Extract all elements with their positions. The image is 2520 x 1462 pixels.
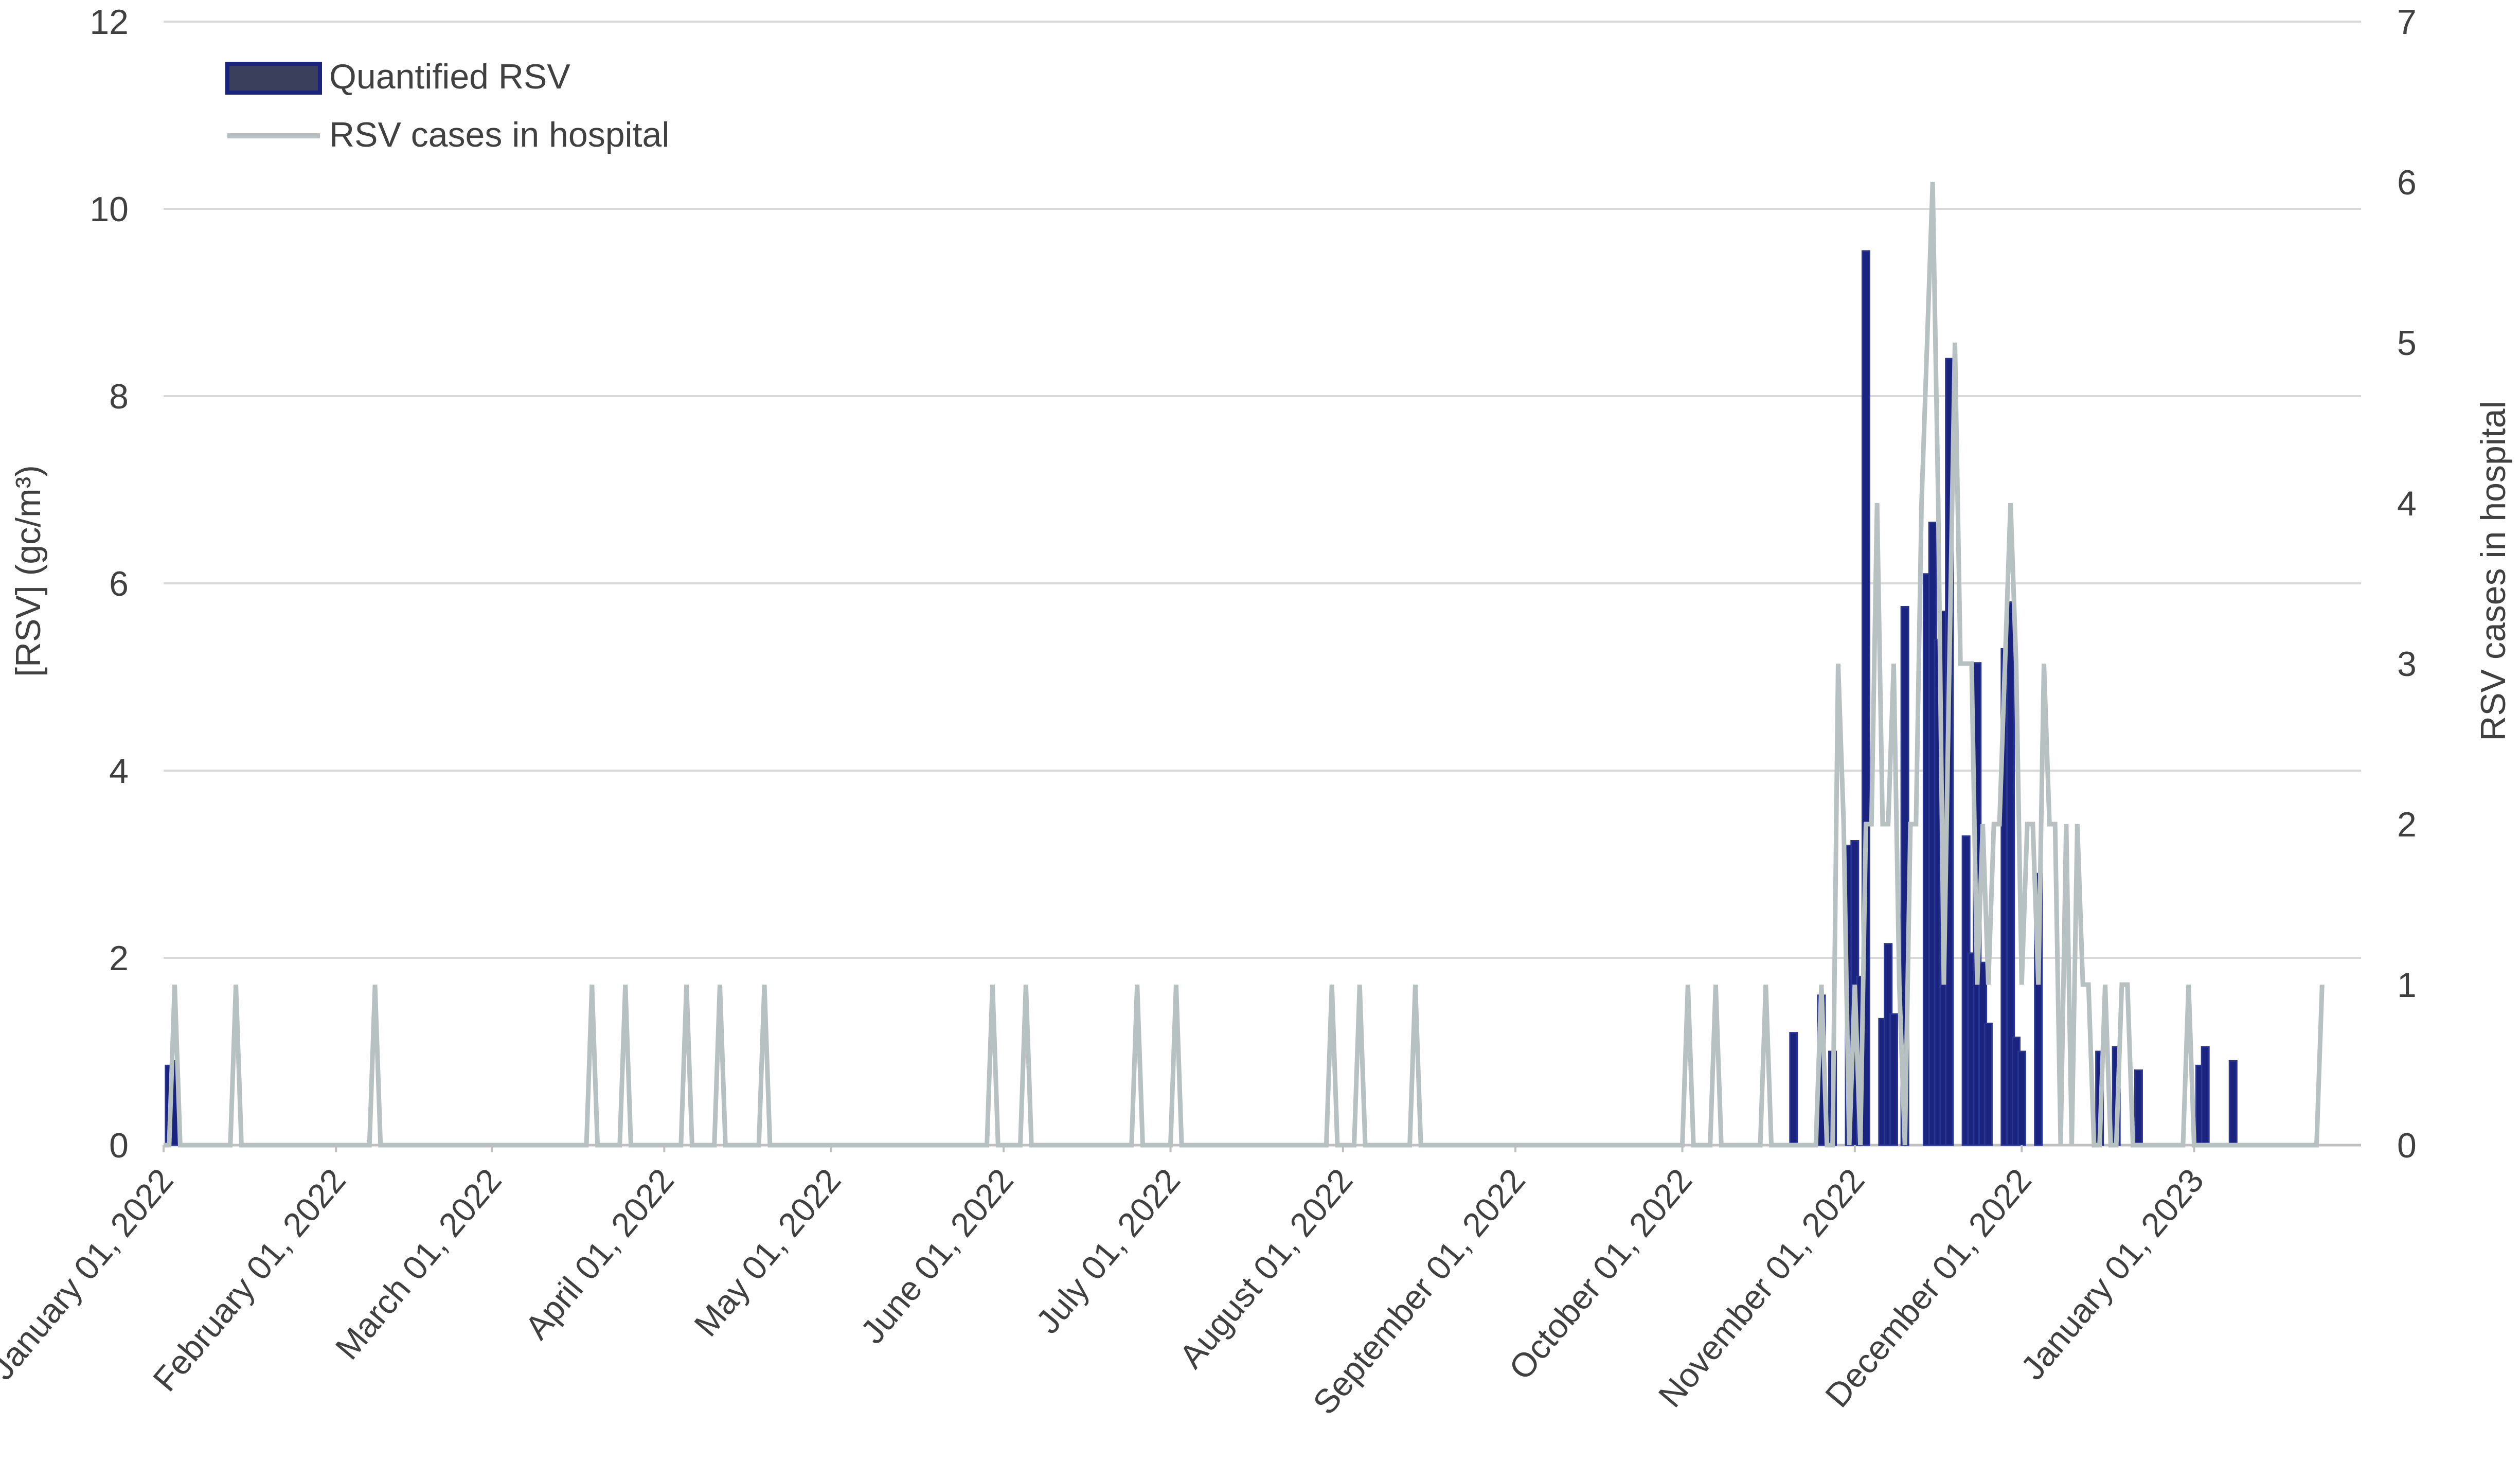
right-tick-label: 3 (2397, 645, 2417, 684)
x-tick-label: August 01, 2022 (1172, 1161, 1360, 1375)
left-tick-label: 6 (109, 564, 129, 603)
legend-swatch-bar (225, 62, 322, 95)
legend-label-bar: Quantified RSV (329, 57, 570, 96)
left-axis-ticks: 0 2 4 6 8 10 12 (90, 3, 129, 1165)
bar (1983, 1022, 1993, 1146)
bar (2017, 1050, 2026, 1146)
bar (2134, 1069, 2143, 1146)
left-tick-label: 12 (90, 3, 129, 42)
left-tick-label: 4 (109, 752, 129, 791)
bar (2006, 601, 2015, 1146)
right-tick-label: 5 (2397, 324, 2417, 363)
x-tick-label: May 01, 2022 (687, 1161, 848, 1343)
right-tick-label: 1 (2397, 966, 2417, 1005)
left-tick-label: 0 (109, 1126, 129, 1165)
right-tick-label: 4 (2397, 484, 2417, 523)
x-tick-label: February 01, 2022 (146, 1161, 353, 1398)
line-rsv-cases (164, 182, 2325, 1148)
line-series-rsv-cases (164, 182, 2325, 1148)
x-tick-label: October 01, 2022 (1502, 1161, 1700, 1386)
left-tick-label: 8 (109, 377, 129, 416)
bar (1789, 1032, 1798, 1146)
bar (2228, 1060, 2238, 1146)
x-tick-label: March 01, 2022 (328, 1161, 508, 1366)
right-tick-label: 0 (2397, 1126, 2417, 1165)
right-tick-label: 7 (2397, 3, 2417, 42)
right-tick-label: 2 (2397, 805, 2417, 844)
x-tick-label: June 01, 2022 (853, 1161, 1021, 1350)
x-tick-label: January 01, 2022 (0, 1161, 181, 1386)
x-tick-label: April 01, 2022 (517, 1161, 681, 1346)
x-tick-label: January 01, 2023 (2013, 1161, 2211, 1386)
legend: Quantified RSV RSV cases in hospital (225, 57, 669, 154)
gridlines (164, 21, 2361, 1147)
left-tick-label: 2 (109, 939, 129, 978)
right-axis-title: RSV cases in hospital (2474, 401, 2513, 741)
right-tick-label: 6 (2397, 163, 2417, 202)
left-tick-label: 10 (90, 190, 129, 229)
bar (2201, 1046, 2210, 1146)
x-tick-label: July 01, 2022 (1028, 1161, 1187, 1340)
right-axis-ticks: 0 1 2 3 4 5 6 7 (2397, 3, 2417, 1165)
legend-label-line: RSV cases in hospital (329, 115, 669, 154)
bar (1889, 1013, 1899, 1146)
left-axis-title: [RSV] (gc/m³) (9, 465, 48, 677)
